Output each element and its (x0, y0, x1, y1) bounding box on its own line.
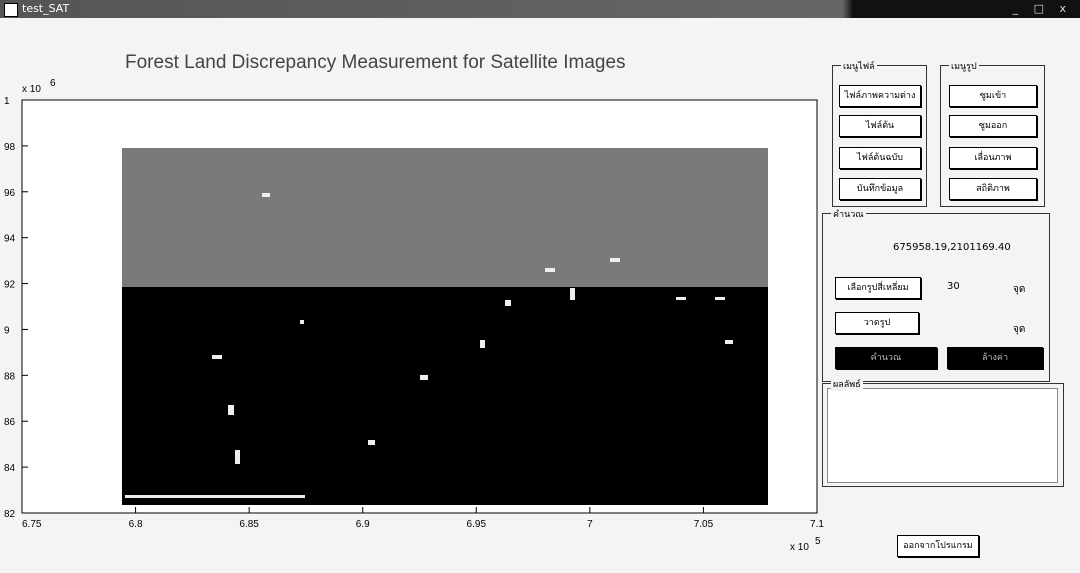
main-title: Forest Land Discrepancy Measurement for … (125, 52, 626, 73)
button[interactable]: ซูมเข้า (949, 85, 1037, 107)
unit-label: จุด (1013, 324, 1026, 335)
app-icon (4, 3, 18, 17)
button[interactable]: ซูมออก (949, 115, 1037, 137)
x-tick-label: 7.05 (694, 519, 714, 530)
button[interactable]: ไฟล์ภาพความต่าง (839, 85, 921, 107)
window-title: test_SAT (22, 2, 70, 15)
button[interactable]: เลื่อนภาพ (949, 147, 1037, 169)
y-tick-label: 94 (4, 234, 16, 245)
title-bar: test_SAT _ □ x (0, 0, 1080, 18)
x-tick-label: 6.95 (467, 519, 487, 530)
y-tick-label: 88 (4, 371, 16, 382)
group-title: เมนูไฟล์ (841, 59, 877, 73)
image-lower (122, 287, 768, 505)
file-menu-group: เมนูไฟล์ ไฟล์ภาพความต่าง ไฟล์ต้น ไฟล์ต้น… (832, 59, 927, 207)
group-title: คำนวณ (831, 207, 866, 221)
x-tick-label: 7 (587, 519, 593, 530)
coordinates: 675958.19,2101169.40 (893, 242, 1011, 253)
y-tick-label: 96 (4, 188, 16, 199)
image-upper (122, 148, 768, 287)
image-menu-group: เมนูรูป ซูมเข้า ซูมออก เลื่อนภาพ สถิติภา… (940, 59, 1045, 207)
y-tick-label: 9 (4, 325, 10, 336)
button[interactable]: เลือกรูปสี่เหลี่ยม (835, 277, 921, 299)
plot: x 10 6 1 98 96 94 92 9 88 86 84 82 6.75 6.8 6.85 6.9… (4, 78, 824, 553)
result-box (827, 388, 1058, 483)
y-tick-label: 86 (4, 417, 16, 428)
button[interactable]: ล้างค่า (947, 347, 1043, 369)
button[interactable]: ไฟล์ต้นฉบับ (839, 147, 921, 169)
x-tick-label: 6.8 (129, 519, 143, 530)
image-specks (125, 193, 733, 498)
group-title: ผลลัพธ์ (831, 377, 863, 391)
y-tick-label: 82 (4, 509, 16, 520)
y-tick-label: 98 (4, 142, 16, 153)
exit-button[interactable]: ออกจากโปรแกรม (897, 535, 979, 557)
y-tick-label: 84 (4, 463, 16, 474)
button[interactable]: คำนวณ (835, 347, 937, 369)
unit-label: จุด (1013, 284, 1026, 295)
y-exponent: x 10 (22, 84, 41, 95)
window-controls[interactable]: _ □ x (1012, 2, 1072, 15)
button[interactable]: บันทึกข้อมูล (839, 178, 921, 200)
point-count: 30 (947, 281, 960, 292)
x-tick-label: 7.1 (810, 519, 824, 530)
button[interactable]: ไฟล์ต้น (839, 115, 921, 137)
x-tick-label: 6.75 (22, 519, 42, 530)
button[interactable]: วาดรูป (835, 312, 919, 334)
y-tick-label: 1 (4, 96, 10, 107)
calc-panel: คำนวณ 675958.19,2101169.40 เลือกรูปสี่เห… (822, 207, 1050, 382)
result-panel: ผลลัพธ์ (822, 377, 1064, 487)
x-exponent-power: 5 (815, 536, 821, 547)
y-tick-label: 92 (4, 280, 16, 291)
x-exponent: x 10 (790, 542, 809, 553)
x-tick-label: 6.9 (356, 519, 370, 530)
x-tick-label: 6.85 (239, 519, 259, 530)
button[interactable]: สถิติภาพ (949, 178, 1037, 200)
y-exponent-power: 6 (50, 78, 56, 89)
group-title: เมนูรูป (949, 59, 979, 73)
